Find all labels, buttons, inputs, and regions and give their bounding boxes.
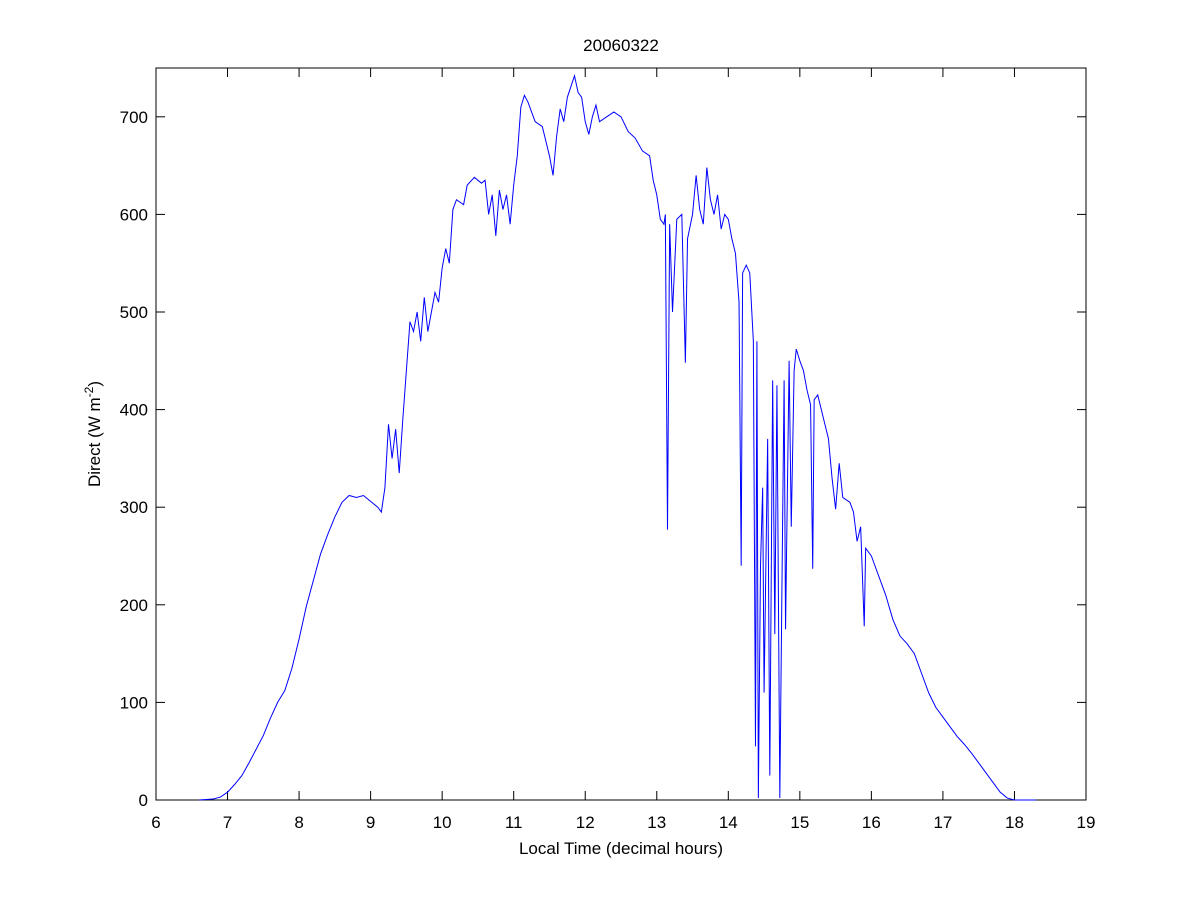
plot-area (155, 67, 1087, 801)
y-tick-label: 600 (120, 205, 148, 224)
x-tick-label: 8 (294, 813, 303, 832)
y-tick-label: 0 (139, 791, 148, 810)
y-tick-label: 300 (120, 498, 148, 517)
data-line (198, 73, 1036, 801)
x-tick-label: 18 (1005, 813, 1024, 832)
x-tick-label: 6 (151, 813, 160, 832)
x-tick-label: 17 (933, 813, 952, 832)
x-tick-label: 13 (647, 813, 666, 832)
x-tick-label: 7 (223, 813, 232, 832)
y-label-superscript: -2 (82, 386, 96, 397)
x-tick-label: 9 (366, 813, 375, 832)
y-tick-label: 500 (120, 303, 148, 322)
y-label-text: Direct (W m (85, 397, 104, 487)
y-tick-label: 200 (120, 596, 148, 615)
x-tick-label: 16 (862, 813, 881, 832)
y-tick-label: 700 (120, 108, 148, 127)
x-tick-label: 15 (790, 813, 809, 832)
y-tick-label: 100 (120, 693, 148, 712)
chart-title: 20060322 (583, 36, 659, 55)
y-label-end: ) (85, 381, 104, 387)
x-tick-label: 14 (719, 813, 738, 832)
x-axis-label: Local Time (decimal hours) (519, 839, 723, 858)
y-axis-label: Direct (W m-2) (82, 381, 104, 487)
x-tick-label: 19 (1077, 813, 1096, 832)
x-tick-label: 12 (576, 813, 595, 832)
x-tick-label: 11 (505, 813, 523, 832)
x-tick-label: 10 (433, 813, 452, 832)
y-tick-label: 400 (120, 401, 148, 420)
